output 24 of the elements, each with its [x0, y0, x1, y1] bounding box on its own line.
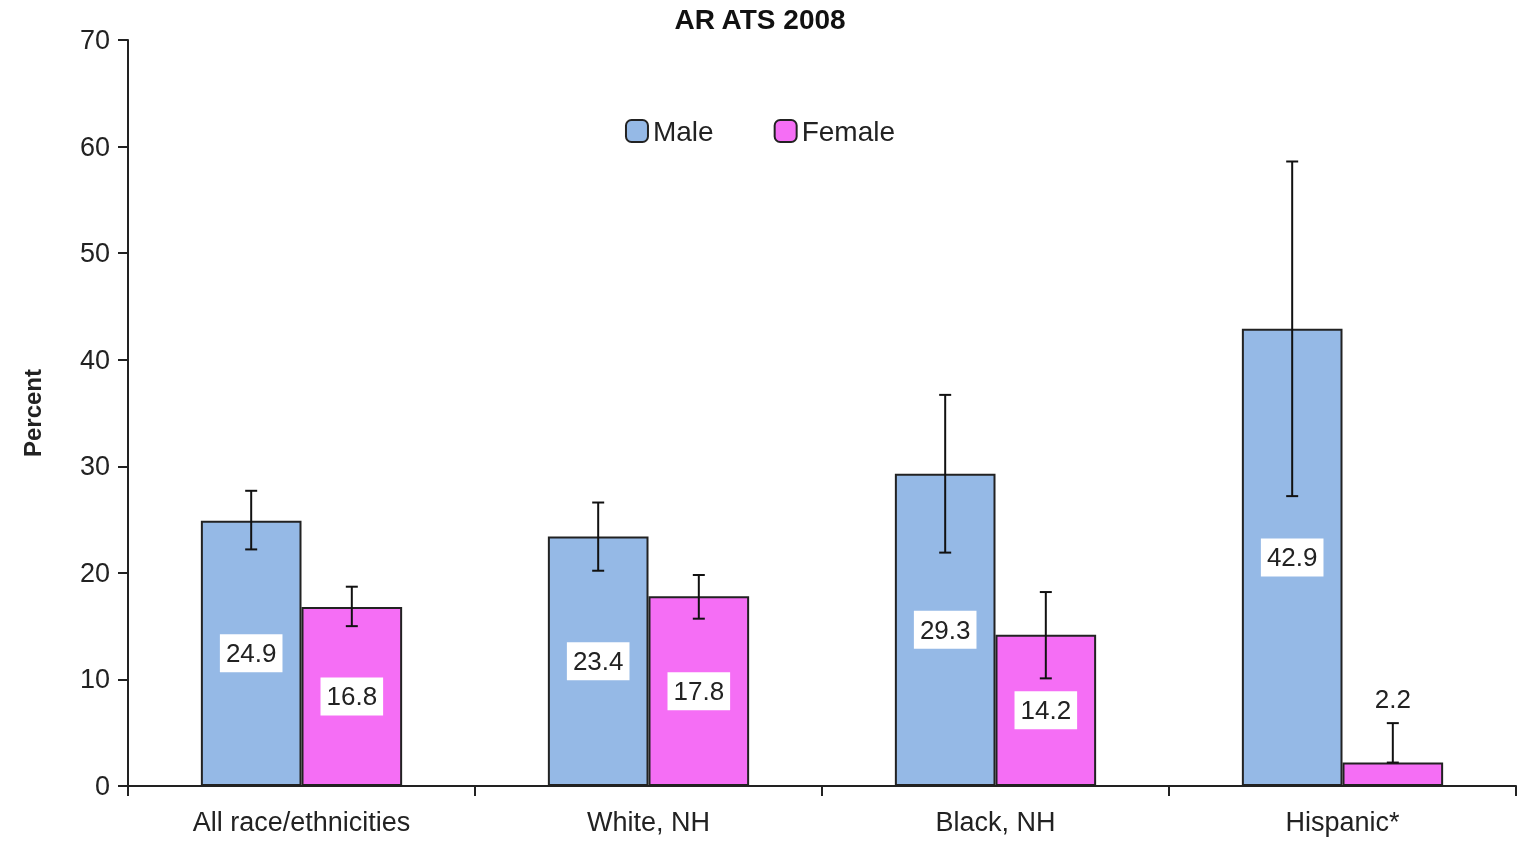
data-label: 17.8 — [673, 676, 725, 707]
x-tick-label: Black, NH — [935, 806, 1056, 837]
data-label: 14.2 — [1020, 695, 1072, 726]
x-tick-label: Hispanic* — [1285, 806, 1401, 837]
data-label: 2.2 — [1374, 684, 1411, 715]
data-label: 16.8 — [326, 681, 378, 712]
y-tick-label: 10 — [79, 664, 110, 695]
chart-title: AR ATS 2008 — [674, 3, 846, 35]
y-tick-label: 70 — [79, 25, 110, 55]
y-tick-label: 0 — [94, 771, 110, 801]
y-tick-label: 50 — [79, 238, 110, 269]
data-label: 42.9 — [1266, 542, 1318, 573]
legend-label: Male — [652, 115, 714, 147]
y-tick-label: 20 — [79, 557, 110, 588]
data-label: 24.9 — [225, 638, 277, 669]
x-tick-label: White, NH — [586, 806, 711, 837]
x-tick-label: All race/ethnicities — [192, 806, 411, 837]
y-tick-label: 30 — [79, 451, 110, 482]
data-label: 23.4 — [572, 646, 624, 677]
data-label: 29.3 — [919, 614, 971, 645]
y-axis-title: Percent — [18, 368, 46, 458]
legend-label: Female — [801, 115, 896, 147]
y-tick-label: 60 — [79, 131, 110, 162]
y-tick-label: 40 — [79, 344, 110, 375]
